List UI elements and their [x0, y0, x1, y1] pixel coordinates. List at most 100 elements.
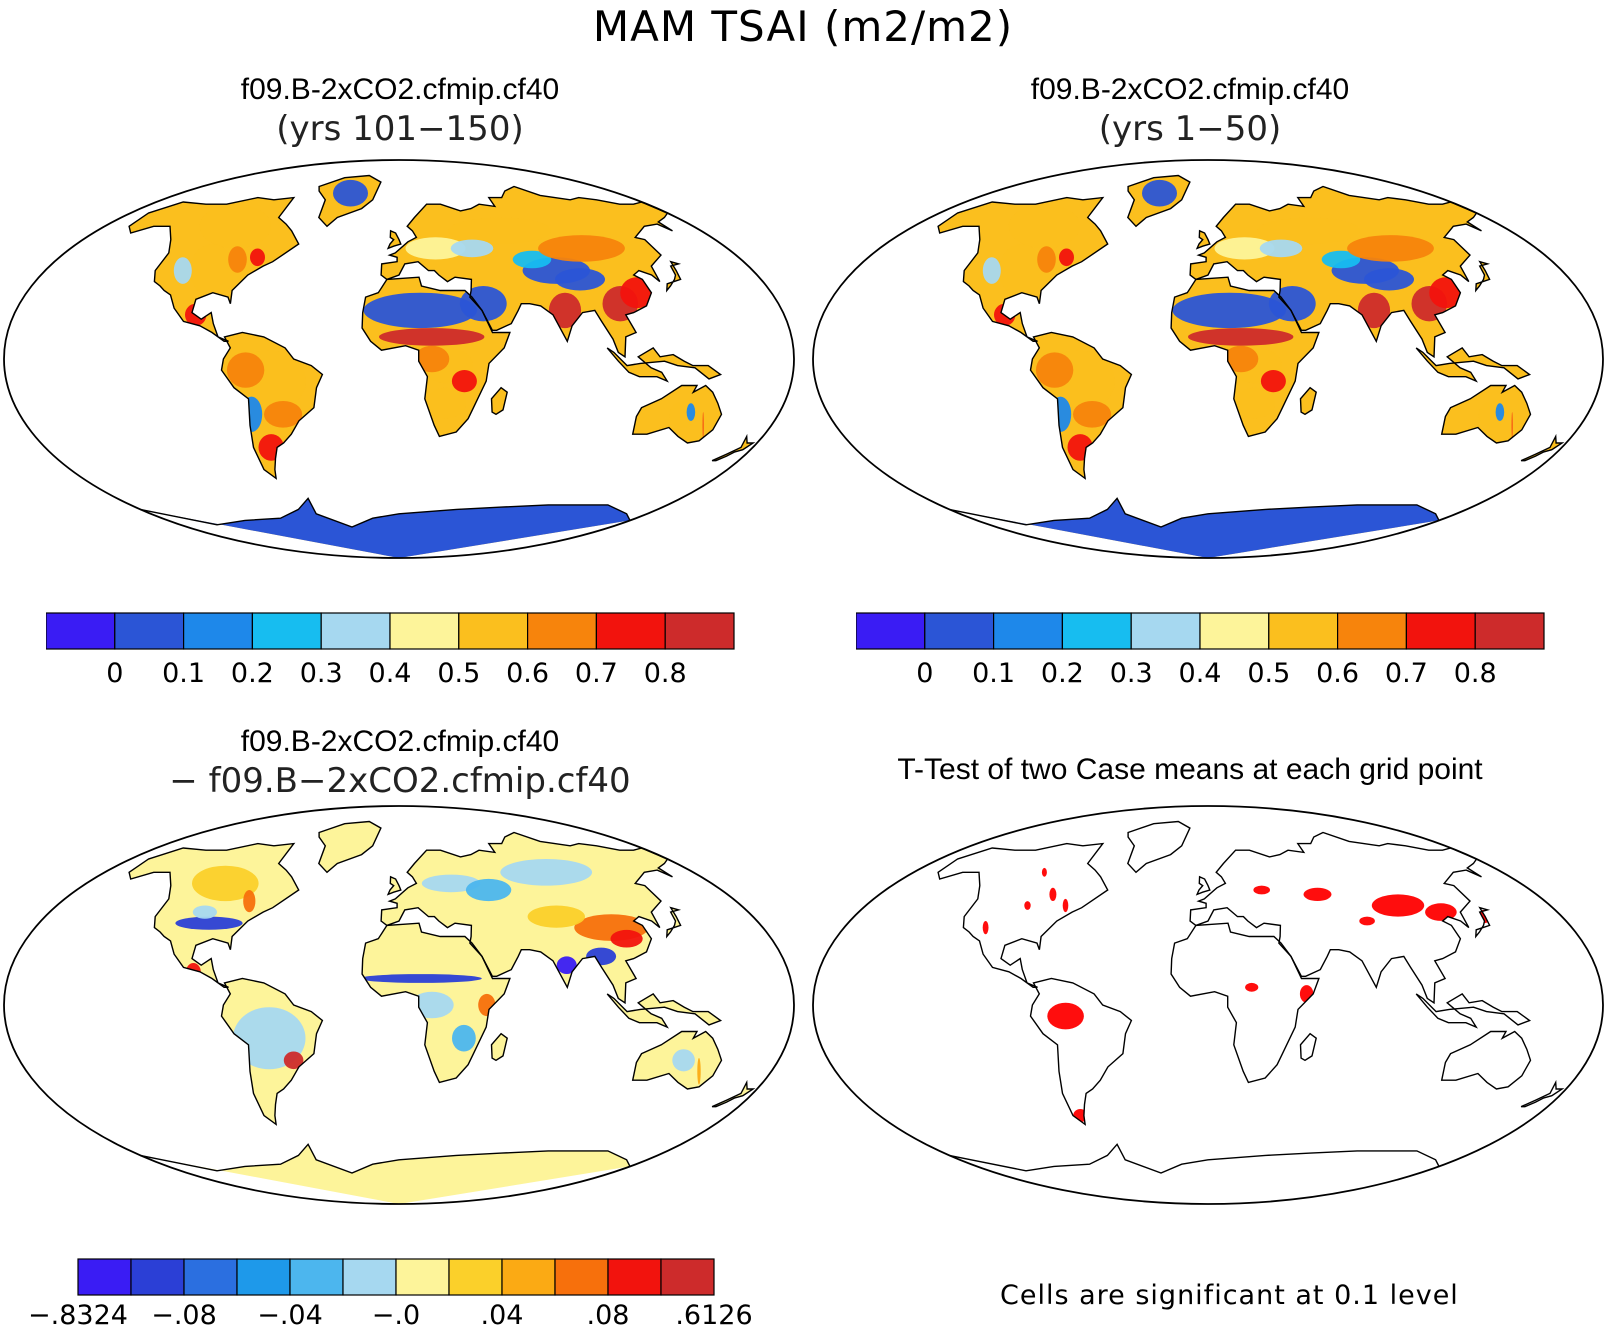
coastline-indonesia [606, 346, 723, 383]
colorbar-tick-label: .08 [587, 1300, 630, 1326]
colorbar-tick-label: 0 [916, 658, 933, 689]
map-panel-bottom-right [812, 805, 1604, 1205]
colorbar-top-right: 0 0.1 0.2 0.3 0.4 0.5 0.6 0.7 0.8 [856, 612, 1545, 689]
coastlines [937, 820, 1565, 1174]
colorbar-swatch [993, 612, 1064, 650]
coastlines [937, 174, 1565, 528]
coastline-uk [386, 229, 402, 250]
coastline-new-zealand [711, 433, 756, 462]
colorbar-swatch [607, 1258, 662, 1296]
coastline-antarctica [140, 497, 631, 528]
coastline-australia [631, 384, 723, 444]
panel-title-bottom-right: T-Test of two Case means at each grid po… [790, 752, 1590, 788]
coastline-madagascar [490, 386, 508, 416]
colorbar-swatch [289, 1258, 344, 1296]
colorbar-swatch [595, 612, 666, 650]
colorbar-swatch [46, 612, 116, 650]
coastline-australia [1440, 384, 1532, 444]
colorbar-swatch [1337, 612, 1408, 650]
coastline-uk [1195, 875, 1211, 896]
coastlines [128, 174, 756, 528]
colorbar-swatch [1474, 612, 1545, 650]
coastline-new-zealand [1520, 433, 1565, 462]
map-panel-top-left [3, 159, 795, 559]
colorbar-bottom-left: −.8324 −.08 −.04 −.0 .04 .08 .6126 [28, 1258, 753, 1326]
map-panel-top-right [812, 159, 1604, 559]
coastline-africa [361, 276, 511, 438]
colorbar-swatch [114, 612, 185, 650]
colorbar-swatch [1405, 612, 1476, 650]
coastlines [128, 820, 756, 1174]
colorbar-tick-label: −.8324 [28, 1300, 128, 1326]
coastline-greenland [317, 174, 382, 228]
panel-title-line2: − f09.B−2xCO2.cfmip.cf40 [169, 761, 631, 801]
colorbar-tick-label: 0.5 [437, 658, 480, 689]
coastline-uk [386, 875, 402, 896]
significance-note: Cells are significant at 0.1 level [1000, 1280, 1459, 1311]
colorbar-tick-label: .04 [481, 1300, 524, 1326]
colorbar-tick-label: 0.4 [369, 658, 412, 689]
coastline-indonesia [606, 992, 723, 1029]
colorbar-tick-label: 0.8 [1454, 658, 1497, 689]
coastline-eurasia [1189, 185, 1482, 359]
colorbar-swatch [389, 612, 460, 650]
coastline-south-america [220, 331, 324, 480]
colorbar-tick-label: 0.3 [1110, 658, 1153, 689]
colorbar-swatch [1130, 612, 1201, 650]
colorbar-tick-label: 0.5 [1247, 658, 1290, 689]
panel-title-line1: f09.B-2xCO2.cfmip.cf40 [240, 73, 560, 106]
panel-title-line2: (yrs 101−150) [276, 109, 524, 149]
panel-title-bottom-left: f09.B-2xCO2.cfmip.cf40 − f09.B−2xCO2.cfm… [0, 724, 800, 802]
map-border [812, 159, 1604, 559]
panel-title-line1: f09.B-2xCO2.cfmip.cf40 [1030, 73, 1350, 106]
colorbar-swatch [251, 612, 322, 650]
colorbar-tick-label: 0.2 [1041, 658, 1084, 689]
coastline-antarctica [949, 1143, 1440, 1174]
coastline-indonesia [1415, 992, 1532, 1029]
colorbar-tick-label: 0.2 [231, 658, 274, 689]
coastline-indonesia [1415, 346, 1532, 383]
coastline-new-zealand [711, 1079, 756, 1108]
coastline-japan [665, 906, 682, 939]
panel-title-top-right: f09.B-2xCO2.cfmip.cf40 (yrs 1−50) [790, 72, 1590, 150]
colorbar-tick-label: 0.3 [300, 658, 343, 689]
coastline-greenland [317, 820, 382, 874]
coastline-eurasia [380, 185, 673, 359]
colorbar-tick-label: 0.1 [162, 658, 205, 689]
coastline-eurasia [1189, 831, 1482, 1005]
coastline-madagascar [490, 1032, 508, 1062]
coastline-australia [1440, 1030, 1532, 1090]
colorbar-swatch [924, 612, 995, 650]
colorbar-swatch [77, 1258, 132, 1296]
colorbar-swatch [527, 612, 598, 650]
colorbar-tick-label: 0.6 [506, 658, 549, 689]
colorbar-swatch [660, 1258, 715, 1296]
colorbar-tick-label: 0.1 [972, 658, 1015, 689]
map-panel-bottom-left [3, 805, 795, 1205]
colorbar-swatch [554, 1258, 609, 1296]
colorbar-swatch [501, 1258, 556, 1296]
colorbar-swatch [1061, 612, 1132, 650]
colorbar-tick-label: 0.7 [575, 658, 618, 689]
colorbar-swatch [458, 612, 529, 650]
coastline-japan [1474, 906, 1491, 939]
coastline-madagascar [1299, 386, 1317, 416]
colorbar-swatch [130, 1258, 185, 1296]
panel-title-line2: (yrs 1−50) [1098, 109, 1282, 149]
coastline-japan [665, 260, 682, 293]
colorbar-tick-label: 0.6 [1316, 658, 1359, 689]
coastline-greenland [1126, 174, 1191, 228]
colorbar-swatch [664, 612, 735, 650]
coastline-north-america [937, 196, 1109, 343]
colorbar-tick-label: −.08 [151, 1300, 217, 1326]
colorbar-tick-label: 0.8 [644, 658, 687, 689]
colorbar-swatch [395, 1258, 450, 1296]
coastline-new-zealand [1520, 1079, 1565, 1108]
coastline-greenland [1126, 820, 1191, 874]
colorbar-swatch [1199, 612, 1270, 650]
colorbar-swatch [856, 612, 926, 650]
colorbar-swatch [320, 612, 391, 650]
colorbar-tick-label: 0.7 [1385, 658, 1428, 689]
colorbar-tick-label: −.0 [372, 1300, 420, 1326]
colorbar-swatch [183, 612, 254, 650]
